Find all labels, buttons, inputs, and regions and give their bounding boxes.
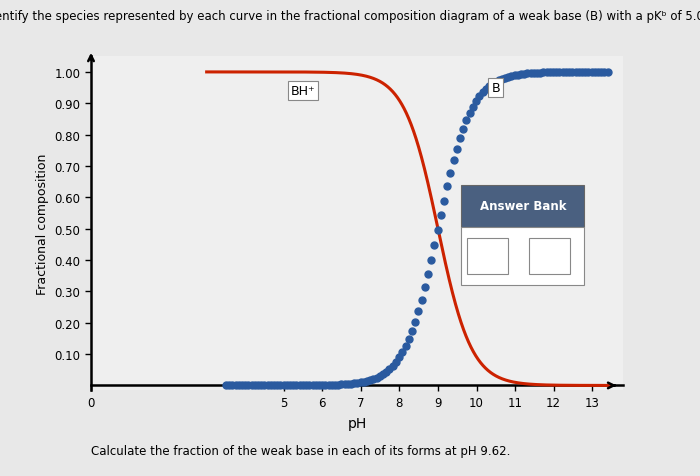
Text: Calculate the fraction of the weak base in each of its forms at pH 9.62.: Calculate the fraction of the weak base …	[91, 444, 510, 457]
FancyBboxPatch shape	[461, 228, 584, 286]
Text: Answer Bank: Answer Bank	[480, 200, 566, 213]
Text: B: B	[491, 82, 500, 95]
FancyBboxPatch shape	[529, 238, 570, 275]
X-axis label: pH: pH	[347, 416, 367, 430]
Text: Identify the species represented by each curve in the fractional composition dia: Identify the species represented by each…	[0, 10, 700, 23]
Y-axis label: Fractional composition: Fractional composition	[36, 153, 49, 294]
FancyBboxPatch shape	[461, 185, 584, 228]
FancyBboxPatch shape	[468, 238, 508, 275]
Text: BH⁺: BH⁺	[290, 85, 315, 98]
